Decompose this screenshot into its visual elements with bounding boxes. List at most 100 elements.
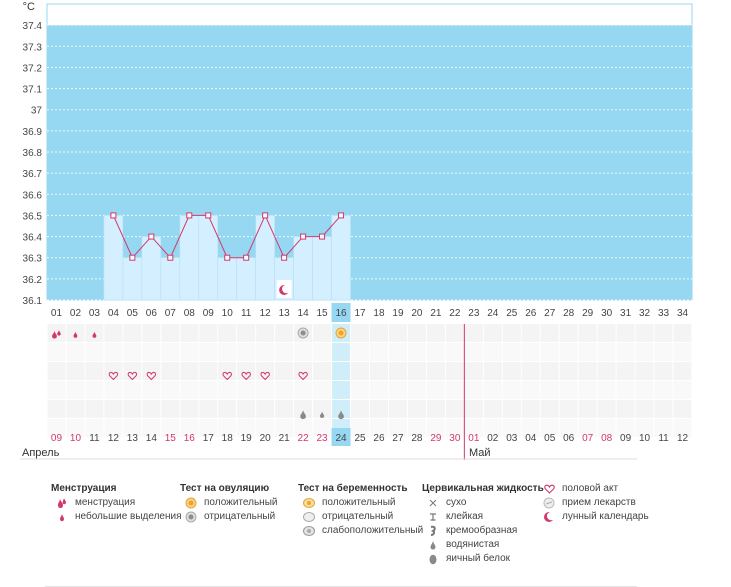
marker-cell [597,419,616,437]
marker-cell [502,381,521,399]
marker-cell [370,381,388,399]
calendar-date-label: 18 [222,433,234,444]
temperature-point [243,254,250,261]
marker-cell [464,400,483,418]
y-tick-label: 36.6 [23,190,43,201]
moon-icon [279,284,291,295]
cycle-day-label: 28 [563,308,575,319]
marker-cell [483,419,502,437]
legend-item: водянистая [422,538,544,552]
y-tick-label: 36.7 [23,169,43,180]
marker-cell [426,343,445,361]
marker-cell [104,400,123,418]
marker-cell [635,324,654,342]
marker-cell [483,362,502,380]
marker-cell [123,400,142,418]
heart-icon [108,371,119,381]
cycle-day-label: 26 [525,308,537,319]
cycle-day-label: 22 [449,308,461,319]
marker-cell [407,381,426,399]
pregnancy-weak-icon [302,524,316,538]
marker-cell [388,343,407,361]
marker-cell [66,419,85,437]
marker-cell [294,362,313,380]
cycle-day-label: 25 [506,308,518,319]
calendar-date-label: 04 [525,433,537,444]
moon-icon [542,510,556,524]
marker-cell [47,324,66,342]
legend-item-label: слабоположительный [322,525,424,536]
marker-cell [199,362,218,380]
marker-cell [483,324,502,342]
marker-cell [635,362,654,380]
temperature-bar [198,215,219,301]
y-tick-label: 37 [31,106,43,117]
marker-cell [313,419,332,437]
heart-icon [542,482,556,496]
marker-cell [388,324,407,342]
marker-cell [104,381,123,399]
temperature-bar [331,215,351,301]
cycle-day-label: 02 [70,308,82,319]
marker-cell [502,419,521,437]
marker-cell [142,400,161,418]
legend-item-label: прием лекарств [562,497,636,508]
temperature-point [300,233,307,240]
legend-item-label: отрицательный [322,511,394,522]
y-tick-label: 36.3 [23,254,43,265]
marker-cell [66,381,85,399]
temperature-point [148,233,155,240]
legend-menstruation-title: Менструация [51,483,117,494]
watery-icon [426,538,440,552]
cycle-day-label: 01 [51,308,63,319]
pregnancy-positive-icon [302,496,316,510]
calendar-date-label: 01 [468,433,480,444]
calendar-date-label: 09 [51,433,63,444]
calendar-date-label: 16 [184,433,196,444]
calendar-date-label: 17 [203,433,215,444]
marker-cell [199,400,218,418]
marker-cell [104,343,123,361]
pregnancy-negative-icon [302,510,316,524]
cycle-day-label: 12 [260,308,272,319]
marker-cell [104,419,123,437]
legend-item: слабоположительный [298,524,423,538]
marker-cell [445,343,464,361]
heart-icon [298,371,308,381]
cervical-fluid-icon [300,410,306,420]
marker-cell [161,419,180,437]
marker-cell [540,381,559,399]
cycle-day-label: 11 [241,308,252,319]
marker-cell [142,324,161,342]
temperature-point [338,212,345,219]
y-tick-label: 37.2 [23,63,43,74]
marker-cell [85,343,104,361]
temperature-point [167,254,174,261]
menstruation-light-icon [55,510,69,524]
legend-pregnancy-title: Тест на беременность [298,483,408,494]
marker-cell [597,381,616,399]
cycle-day-label: 24 [487,308,499,319]
temperature-bar [312,236,332,301]
legend-item-label: лунный календарь [562,511,649,522]
ovulation-inner [300,330,306,336]
legend-item: положительный [298,496,423,510]
menstruation-light-icon [92,331,97,338]
calendar-date-label: 23 [317,433,329,444]
marker-cell [578,324,597,342]
cycle-day-label: 23 [468,308,480,319]
marker-cell [578,400,597,418]
marker-cell [407,343,426,361]
temperature-bar [179,215,200,301]
y-tick-label: 36.4 [23,233,43,244]
y-tick-label: 36.8 [23,148,43,159]
marker-cell [654,419,673,437]
marker-cell [540,343,559,361]
legend-ovulation: Тест на овуляцию положительный отрицател… [180,482,277,524]
cycle-day-label: 21 [430,308,442,319]
cycle-day-label: 07 [165,308,177,319]
legend-item: менструация [51,496,182,510]
marker-cell [445,362,464,380]
drop-shape [92,331,97,338]
heart-icon [260,371,270,381]
